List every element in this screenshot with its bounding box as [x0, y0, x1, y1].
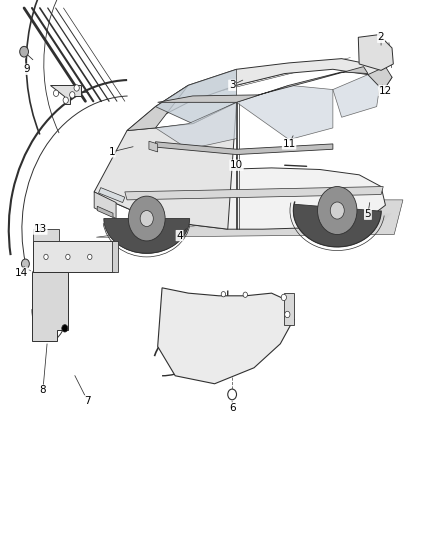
Circle shape: [44, 254, 48, 260]
Polygon shape: [50, 85, 81, 104]
Circle shape: [20, 46, 28, 57]
Circle shape: [228, 389, 237, 400]
Polygon shape: [293, 204, 381, 247]
Polygon shape: [368, 67, 392, 91]
Text: 9: 9: [23, 64, 30, 74]
Circle shape: [88, 254, 92, 260]
Circle shape: [66, 254, 70, 260]
Circle shape: [63, 97, 68, 103]
Polygon shape: [158, 67, 368, 102]
Polygon shape: [94, 102, 237, 229]
Polygon shape: [97, 206, 113, 217]
Circle shape: [243, 292, 247, 297]
Polygon shape: [237, 85, 333, 140]
Text: 6: 6: [229, 403, 236, 413]
Polygon shape: [33, 241, 114, 272]
Circle shape: [281, 294, 286, 301]
Polygon shape: [155, 69, 237, 124]
Polygon shape: [33, 229, 59, 241]
Polygon shape: [127, 85, 188, 131]
Polygon shape: [96, 200, 359, 237]
Text: 3: 3: [229, 80, 236, 90]
Text: 8: 8: [39, 385, 46, 395]
Polygon shape: [155, 142, 333, 155]
Text: 4: 4: [176, 231, 183, 240]
Polygon shape: [358, 35, 393, 70]
Polygon shape: [94, 168, 385, 229]
Text: 5: 5: [364, 209, 371, 219]
Circle shape: [35, 224, 41, 232]
Text: 14: 14: [14, 268, 28, 278]
Polygon shape: [127, 213, 392, 229]
Polygon shape: [99, 188, 125, 203]
Polygon shape: [112, 241, 118, 272]
Polygon shape: [155, 102, 237, 149]
Text: 2: 2: [378, 33, 385, 42]
Text: 11: 11: [283, 139, 296, 149]
Polygon shape: [94, 192, 116, 219]
Circle shape: [128, 196, 165, 241]
Circle shape: [318, 187, 357, 235]
Text: 12: 12: [379, 86, 392, 95]
Text: 13: 13: [34, 224, 47, 234]
Polygon shape: [284, 293, 294, 325]
Text: 7: 7: [84, 396, 91, 406]
Polygon shape: [149, 141, 158, 152]
Circle shape: [53, 90, 59, 96]
Circle shape: [221, 292, 226, 297]
Circle shape: [74, 85, 79, 91]
Circle shape: [21, 259, 29, 269]
Circle shape: [62, 325, 68, 332]
Polygon shape: [123, 200, 403, 237]
Circle shape: [330, 202, 344, 219]
Polygon shape: [158, 288, 293, 384]
Text: 1: 1: [108, 147, 115, 157]
Circle shape: [285, 311, 290, 318]
Circle shape: [70, 92, 75, 98]
Text: 10: 10: [230, 160, 243, 170]
Polygon shape: [104, 219, 190, 253]
Polygon shape: [127, 59, 392, 131]
Polygon shape: [125, 187, 383, 200]
Polygon shape: [32, 272, 68, 341]
Polygon shape: [333, 75, 381, 117]
Circle shape: [140, 211, 153, 227]
